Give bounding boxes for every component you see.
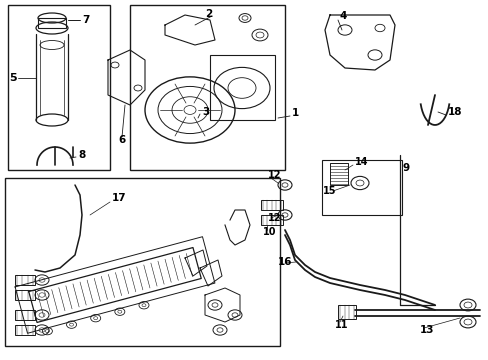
Text: 2: 2 <box>204 9 212 19</box>
Bar <box>261 215 283 225</box>
Bar <box>5 178 280 346</box>
Text: 4: 4 <box>339 11 346 21</box>
Text: 14: 14 <box>354 157 368 167</box>
Text: 5: 5 <box>9 73 17 83</box>
Bar <box>8 5 110 170</box>
Bar <box>15 310 35 320</box>
Text: 17: 17 <box>112 193 126 203</box>
Text: 1: 1 <box>291 108 299 118</box>
Bar <box>337 305 355 319</box>
Text: 11: 11 <box>334 320 348 330</box>
Text: 8: 8 <box>78 150 85 160</box>
Text: 12: 12 <box>267 170 281 180</box>
Bar <box>329 163 347 185</box>
Text: 13: 13 <box>419 325 434 335</box>
Bar <box>209 55 274 120</box>
Text: 15: 15 <box>323 186 336 196</box>
Bar <box>321 160 401 215</box>
Bar <box>15 325 35 335</box>
Bar <box>38 18 66 28</box>
Text: 10: 10 <box>263 227 276 237</box>
Text: 6: 6 <box>118 135 125 145</box>
Text: 16: 16 <box>278 257 292 267</box>
Bar <box>130 5 285 170</box>
Bar <box>15 275 35 285</box>
Bar <box>261 200 283 210</box>
Text: 18: 18 <box>447 107 462 117</box>
Text: 9: 9 <box>402 163 409 173</box>
Text: 3: 3 <box>202 107 209 117</box>
Text: 12: 12 <box>267 213 281 223</box>
Bar <box>15 290 35 300</box>
Text: 7: 7 <box>82 15 89 25</box>
